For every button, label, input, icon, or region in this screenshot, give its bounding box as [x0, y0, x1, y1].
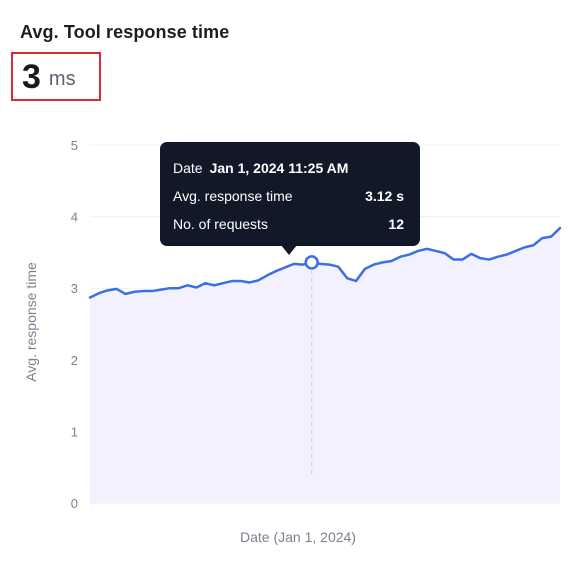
tooltip-date-label: Date: [173, 160, 203, 176]
tooltip-response-row: Avg. response time 3.12 s: [173, 182, 404, 210]
series-line: [88, 226, 562, 299]
y-tick-label: 5: [71, 138, 78, 153]
tooltip-requests-row: No. of requests 12: [173, 210, 404, 238]
tooltip-response-label: Avg. response time: [173, 188, 293, 204]
tooltip-requests-label: No. of requests: [173, 216, 268, 232]
metric-highlight-box: 3 ms: [11, 52, 101, 101]
y-tick-label: 2: [71, 353, 78, 368]
x-axis-label: Date (Jan 1, 2024): [240, 529, 356, 545]
y-tick-label: 1: [71, 424, 78, 439]
chart-tooltip: Date Jan 1, 2024 11:25 AM Avg. response …: [160, 142, 420, 246]
tooltip-pointer: [281, 245, 297, 255]
tooltip-requests-value: 12: [388, 216, 404, 232]
metric-unit: ms: [48, 68, 76, 90]
metric-value: 3: [22, 57, 41, 96]
series-area: [90, 228, 560, 503]
y-axis-label: Avg. response time: [23, 262, 39, 382]
chart-title: Avg. Tool response time: [20, 22, 230, 42]
tooltip-date-row: Date Jan 1, 2024 11:25 AM: [173, 154, 404, 182]
y-tick-label: 0: [71, 496, 78, 511]
y-tick-label: 4: [71, 210, 78, 225]
y-axis-ticks: 0 1 2 3 4 5: [71, 138, 78, 511]
y-tick-label: 3: [71, 281, 78, 296]
tooltip-date-value: Jan 1, 2024 11:25 AM: [209, 160, 349, 176]
tooltip-response-value: 3.12 s: [365, 188, 404, 204]
selected-data-point[interactable]: [304, 255, 319, 270]
